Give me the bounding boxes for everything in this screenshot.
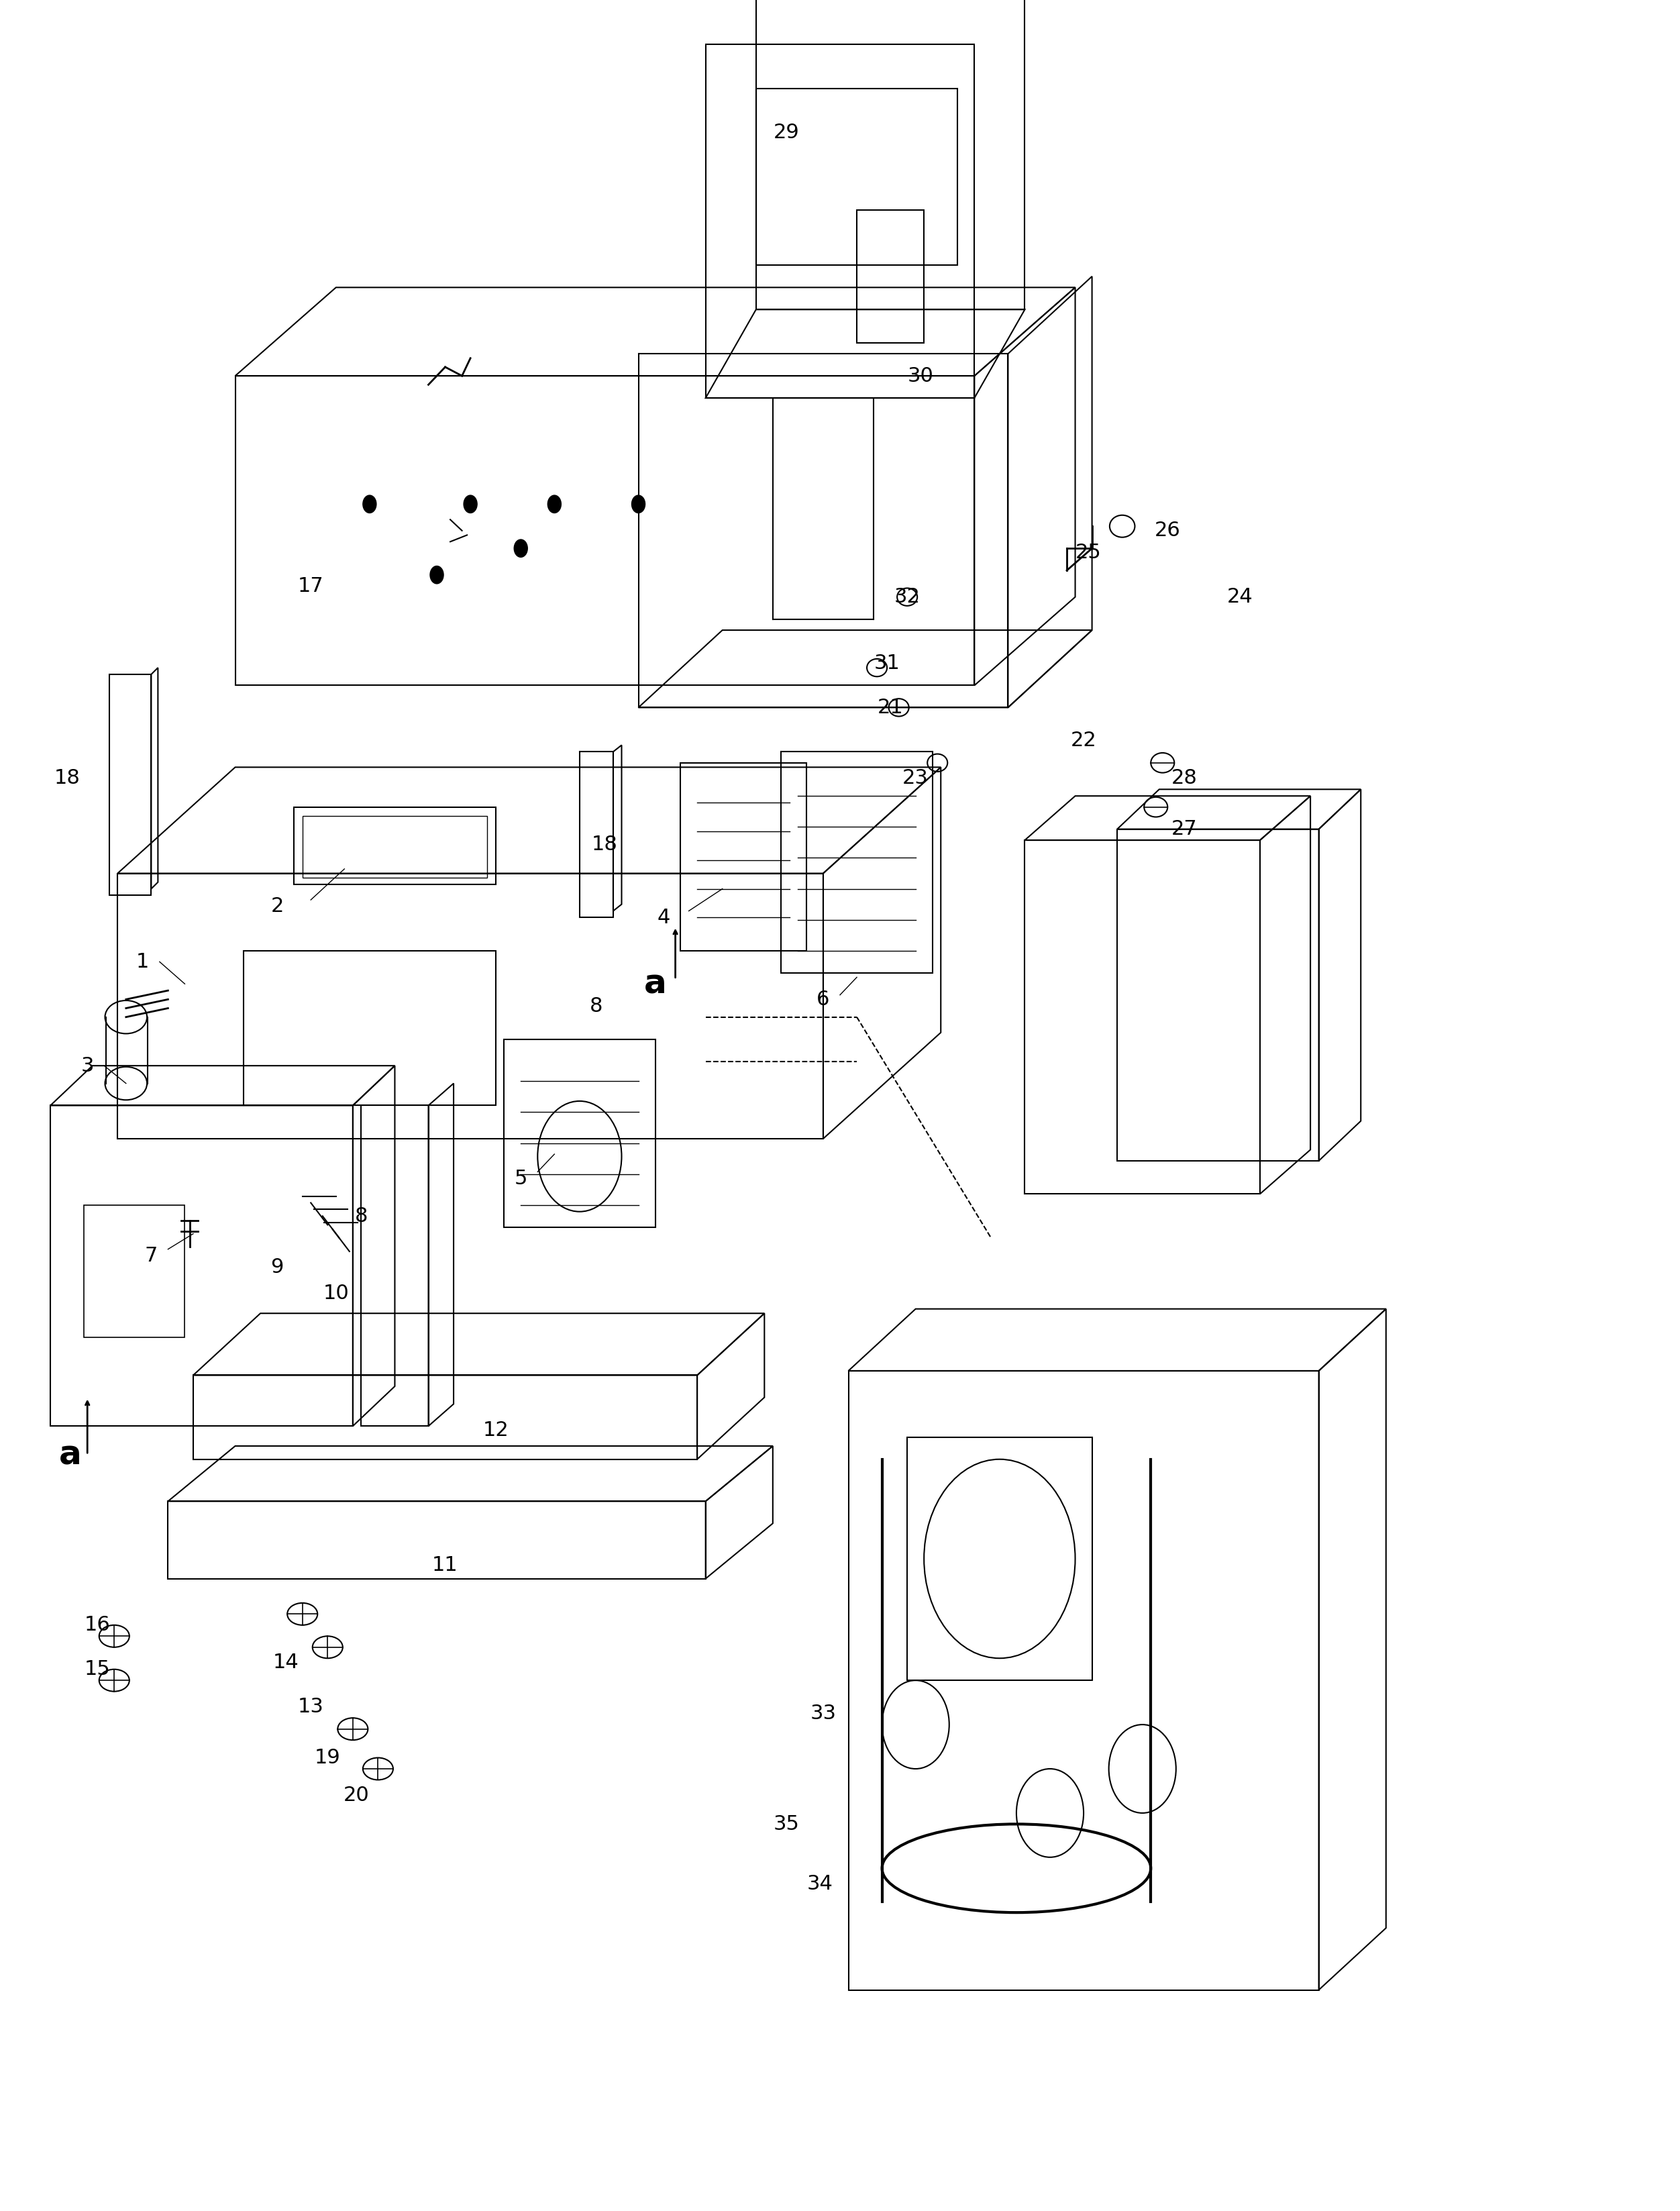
Text: 27: 27 [1171,820,1198,838]
Text: 3: 3 [81,1057,94,1075]
Bar [302,816,487,878]
Circle shape [430,566,444,584]
Circle shape [363,495,376,513]
Text: 20: 20 [343,1786,370,1804]
Text: 11: 11 [432,1557,459,1574]
Text: 10: 10 [323,1285,349,1302]
Text: 16: 16 [84,1616,111,1634]
Bar [294,807,496,884]
Circle shape [632,495,645,513]
Text: a: a [59,1439,82,1470]
Text: 18: 18 [591,836,618,853]
Bar [244,951,496,1106]
Text: 5: 5 [514,1170,528,1187]
Bar [84,1205,185,1338]
Text: 34: 34 [806,1875,833,1893]
Text: 21: 21 [877,699,904,716]
Text: 29: 29 [773,124,800,142]
Text: 13: 13 [297,1698,324,1716]
Text: 2: 2 [270,898,284,915]
Text: 15: 15 [84,1660,111,1678]
Text: 1: 1 [136,953,150,971]
Text: 35: 35 [773,1815,800,1833]
Text: 24: 24 [1226,588,1253,606]
Text: 8: 8 [590,997,603,1015]
Circle shape [548,495,561,513]
Text: 32: 32 [894,588,921,606]
Text: 12: 12 [482,1422,509,1439]
Text: 22: 22 [1070,732,1097,750]
Text: 19: 19 [314,1749,341,1767]
Text: 30: 30 [907,367,934,385]
Text: 25: 25 [1075,544,1102,562]
Text: 28: 28 [1171,769,1198,787]
Text: 33: 33 [810,1705,837,1722]
Text: 14: 14 [272,1654,299,1672]
Text: 8: 8 [354,1207,368,1225]
Text: 17: 17 [297,577,324,595]
Text: a: a [643,968,667,999]
Text: 23: 23 [902,769,929,787]
Text: 7: 7 [144,1247,158,1265]
Text: 26: 26 [1154,522,1181,539]
Text: 18: 18 [54,769,81,787]
Text: 31: 31 [874,654,900,672]
Text: 6: 6 [816,991,830,1008]
Text: 4: 4 [657,909,670,926]
Text: 9: 9 [270,1258,284,1276]
Bar [907,1437,1092,1680]
Circle shape [464,495,477,513]
Circle shape [514,539,528,557]
